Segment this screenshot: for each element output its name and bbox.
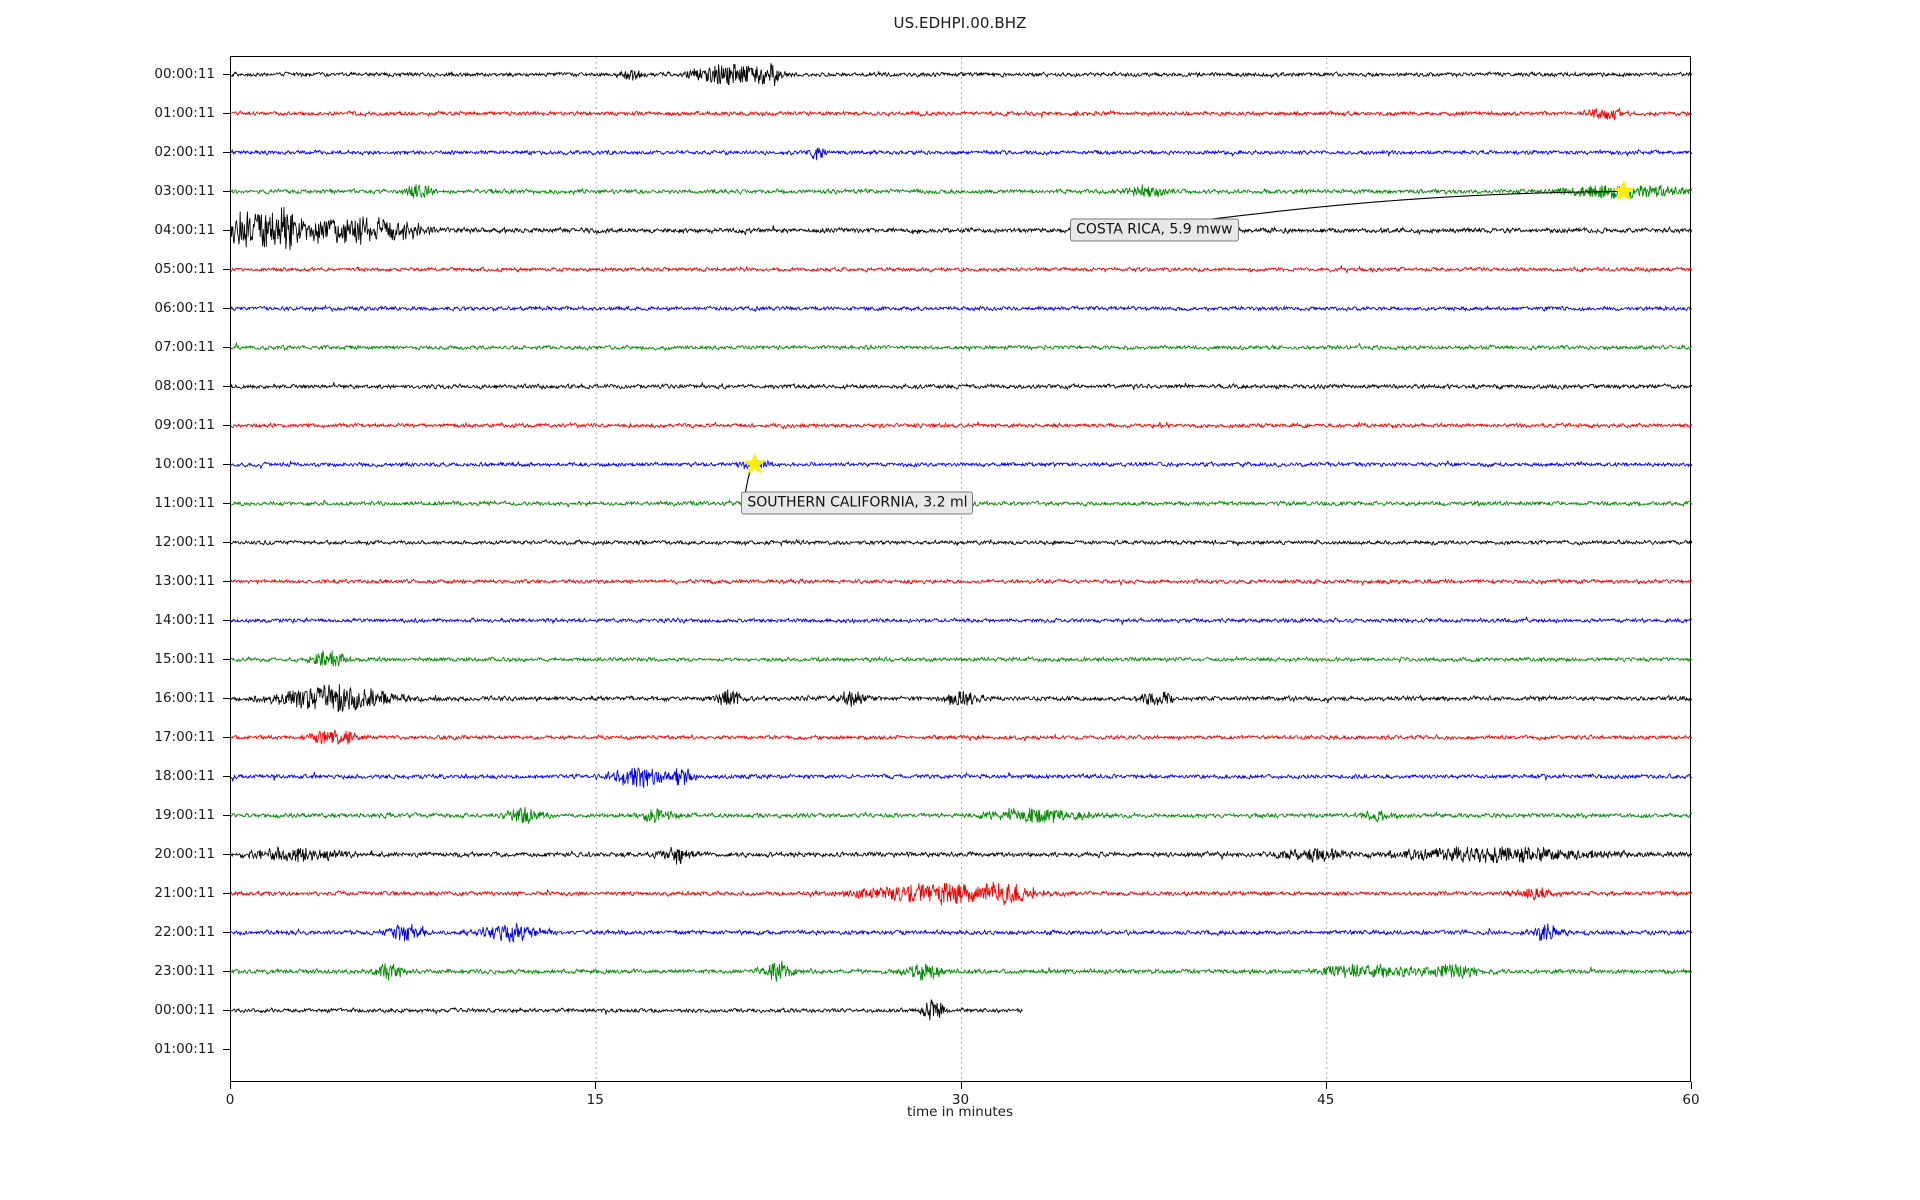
y-axis-tick-mark: [223, 307, 230, 309]
waveform-trace: [231, 538, 1692, 548]
y-axis-tick-mark: [223, 190, 230, 192]
waveform-trace: [231, 184, 1692, 200]
y-axis-tick-label: 07:00:11: [154, 338, 215, 355]
y-axis-tick-mark: [223, 346, 230, 348]
y-axis-tick-label: 13:00:11: [154, 572, 215, 589]
waveform-trace: [231, 381, 1692, 391]
y-axis-tick-label: 01:00:11: [154, 104, 215, 121]
y-axis-tick-mark: [223, 229, 230, 231]
waveform-trace: [231, 729, 1692, 746]
y-axis-tick-label: 19:00:11: [154, 806, 215, 823]
y-axis-tick-label: 04:00:11: [154, 221, 215, 238]
y-axis-tick-mark: [223, 385, 230, 387]
y-axis-tick-mark: [223, 931, 230, 933]
x-axis-tick-label: 30: [951, 1092, 970, 1108]
y-axis-tick-label: 22:00:11: [154, 923, 215, 940]
waveform-trace: [231, 420, 1692, 430]
y-axis-tick-label: 00:00:11: [154, 1001, 215, 1018]
x-axis-tick-label: 0: [225, 1092, 235, 1108]
waveform-trace: [231, 846, 1692, 865]
waveform-trace: [231, 616, 1692, 626]
waveform-trace: [231, 960, 1692, 982]
y-axis-tick-label: 01:00:11: [154, 1040, 215, 1057]
y-axis-tick-mark: [223, 580, 230, 582]
page-title: US.EDHPI.00.BHZ: [893, 14, 1027, 32]
waveform-trace: [231, 107, 1692, 121]
waveform-trace: [231, 999, 1023, 1021]
y-axis-tick-label: 08:00:11: [154, 377, 215, 394]
y-axis-tick-label: 17:00:11: [154, 728, 215, 745]
y-axis-tick-mark: [223, 892, 230, 894]
waveform-traces: [231, 57, 1692, 1083]
y-axis-tick-mark: [223, 463, 230, 465]
y-axis-tick-label: 16:00:11: [154, 689, 215, 706]
y-axis-tick-mark: [223, 112, 230, 114]
event-star-marker[interactable]: [743, 452, 766, 474]
waveform-trace: [231, 342, 1692, 352]
y-axis-tick-label: 15:00:11: [154, 650, 215, 667]
y-axis-tick-label: 06:00:11: [154, 299, 215, 316]
y-axis-tick-mark: [223, 970, 230, 972]
waveform-trace: [231, 767, 1692, 788]
waveform-trace: [231, 458, 1692, 471]
x-axis-tick-mark: [1691, 1082, 1692, 1089]
x-axis-tick-label: 60: [1682, 1092, 1700, 1108]
y-axis-tick-mark: [223, 619, 230, 621]
y-axis-tick-mark: [223, 151, 230, 153]
event-label-box[interactable]: SOUTHERN CALIFORNIA, 3.2 ml: [741, 490, 974, 515]
y-axis-tick-label: 12:00:11: [154, 533, 215, 550]
y-axis-tick-mark: [223, 814, 230, 816]
waveform-trace: [231, 63, 1692, 87]
y-axis-tick-mark: [223, 853, 230, 855]
y-axis-tick-label: 00:00:11: [154, 65, 215, 82]
y-axis-tick-mark: [223, 697, 230, 699]
y-axis-tick-mark: [223, 424, 230, 426]
waveform-trace: [231, 684, 1692, 713]
y-axis-tick-label: 11:00:11: [154, 494, 215, 511]
y-axis-tick-mark: [223, 541, 230, 543]
waveform-trace: [231, 806, 1692, 824]
waveform-trace: [231, 923, 1692, 944]
plot-area: [230, 56, 1692, 1083]
y-axis-tick-label: 21:00:11: [154, 884, 215, 901]
y-axis-tick-label: 02:00:11: [154, 143, 215, 160]
y-axis-tick-mark: [223, 268, 230, 270]
x-axis-tick-mark: [960, 1082, 962, 1089]
x-axis-tick-mark: [595, 1082, 597, 1089]
y-axis-tick-label: 09:00:11: [154, 416, 215, 433]
waveform-trace: [231, 147, 1692, 161]
y-axis-tick-mark: [223, 658, 230, 660]
y-axis-tick-label: 20:00:11: [154, 845, 215, 862]
y-axis-tick-mark: [223, 502, 230, 504]
event-label-box[interactable]: COSTA RICA, 5.9 mww: [1070, 217, 1239, 242]
y-axis-tick-label: 23:00:11: [154, 962, 215, 979]
waveform-trace: [231, 577, 1692, 586]
x-axis-tick-label: 15: [586, 1092, 604, 1108]
y-axis-tick-label: 03:00:11: [154, 182, 215, 199]
waveform-trace: [231, 265, 1692, 274]
y-axis-tick-mark: [223, 775, 230, 777]
x-axis-tick-mark: [230, 1082, 231, 1089]
x-axis-label: time in minutes: [906, 1104, 1014, 1120]
y-axis-tick-mark: [223, 73, 230, 75]
y-axis-tick-label: 10:00:11: [154, 455, 215, 472]
y-axis-tick-label: 18:00:11: [154, 767, 215, 784]
x-axis-tick-label: 45: [1317, 1092, 1335, 1108]
waveform-trace: [231, 206, 1692, 251]
y-axis-tick-mark: [223, 736, 230, 738]
y-axis-tick-mark: [223, 1048, 230, 1050]
y-axis-tick-label: 14:00:11: [154, 611, 215, 628]
event-star-marker[interactable]: [1612, 179, 1635, 201]
y-axis-tick-label: 05:00:11: [154, 260, 215, 277]
y-axis-tick-mark: [223, 1009, 230, 1011]
waveform-trace: [231, 881, 1692, 906]
x-axis-tick-mark: [1325, 1082, 1327, 1089]
waveform-trace: [231, 304, 1692, 313]
waveform-trace: [231, 650, 1692, 667]
